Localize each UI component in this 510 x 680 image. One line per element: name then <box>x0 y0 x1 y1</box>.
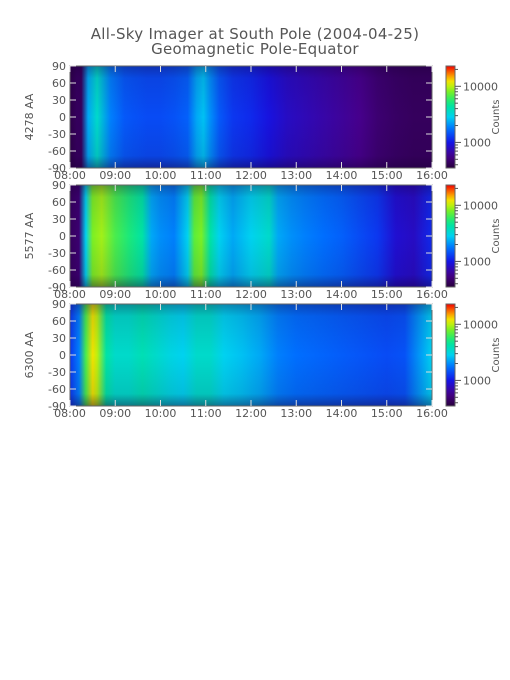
x-tick-label: 08:00 <box>54 288 86 301</box>
x-tick-label: 12:00 <box>235 407 267 420</box>
y-axis-label: 6300 AA <box>23 331 36 378</box>
x-tick-label: 14:00 <box>326 288 358 301</box>
y-tick-label: 0 <box>59 230 66 243</box>
y-tick-label: 0 <box>59 349 66 362</box>
y-tick-label: -30 <box>48 247 66 260</box>
x-tick-label: 12:00 <box>235 169 267 182</box>
x-tick-label: 10:00 <box>145 169 177 182</box>
colorbar-tick-label: 1000 <box>463 374 491 387</box>
x-tick-label: 11:00 <box>190 407 222 420</box>
y-tick-label: 60 <box>52 77 66 90</box>
heatmap-edge-shading <box>70 185 432 287</box>
x-tick-label: 09:00 <box>99 169 131 182</box>
y-tick-label: 90 <box>52 298 66 311</box>
colorbar <box>445 184 456 288</box>
x-tick-label: 11:00 <box>190 169 222 182</box>
x-tick-label: 15:00 <box>371 169 403 182</box>
colorbar <box>445 303 456 407</box>
heatmap-edge-shading <box>70 304 432 406</box>
y-axis-label: 5577 AA <box>23 212 36 259</box>
x-tick-label: 16:00 <box>416 169 448 182</box>
x-tick-label: 14:00 <box>326 169 358 182</box>
y-tick-label: -60 <box>48 145 66 158</box>
y-tick-label: -30 <box>48 128 66 141</box>
colorbar-tick-label: 10000 <box>463 199 498 212</box>
heatmap-edge-shading <box>70 66 432 168</box>
x-tick-label: 16:00 <box>416 288 448 301</box>
y-tick-label: 30 <box>52 94 66 107</box>
y-tick-label: 90 <box>52 60 66 73</box>
x-tick-label: 15:00 <box>371 407 403 420</box>
x-tick-label: 12:00 <box>235 288 267 301</box>
colorbar-label: Counts <box>491 219 502 254</box>
colorbar-tick-label: 10000 <box>463 318 498 331</box>
x-tick-label: 13:00 <box>280 407 312 420</box>
x-tick-label: 13:00 <box>280 169 312 182</box>
y-tick-label: 0 <box>59 111 66 124</box>
x-tick-label: 14:00 <box>326 407 358 420</box>
x-tick-label: 10:00 <box>145 407 177 420</box>
y-tick-label: -30 <box>48 366 66 379</box>
x-tick-label: 13:00 <box>280 288 312 301</box>
colorbar-tick-label: 1000 <box>463 255 491 268</box>
y-tick-label: 30 <box>52 332 66 345</box>
x-tick-label: 16:00 <box>416 407 448 420</box>
y-tick-label: -90 <box>48 281 66 294</box>
x-tick-label: 15:00 <box>371 288 403 301</box>
x-tick-label: 08:00 <box>54 407 86 420</box>
colorbar-label: Counts <box>491 100 502 135</box>
x-tick-label: 09:00 <box>99 288 131 301</box>
x-tick-label: 10:00 <box>145 288 177 301</box>
y-tick-label: 60 <box>52 315 66 328</box>
colorbar-label: Counts <box>491 338 502 373</box>
y-axis-label: 4278 AA <box>23 93 36 140</box>
colorbar <box>445 65 456 169</box>
y-tick-label: 30 <box>52 213 66 226</box>
x-tick-label: 09:00 <box>99 407 131 420</box>
y-tick-label: -60 <box>48 264 66 277</box>
x-tick-label: 11:00 <box>190 288 222 301</box>
y-tick-label: -90 <box>48 162 66 175</box>
colorbar-tick-label: 1000 <box>463 136 491 149</box>
chart-title: All-Sky Imager at South Pole (2004-04-25… <box>90 25 420 43</box>
y-tick-label: -60 <box>48 383 66 396</box>
y-tick-label: 60 <box>52 196 66 209</box>
y-tick-label: -90 <box>48 400 66 413</box>
x-tick-label: 08:00 <box>54 169 86 182</box>
y-tick-label: 90 <box>52 179 66 192</box>
colorbar-tick-label: 10000 <box>463 80 498 93</box>
chart-subtitle: Geomagnetic Pole-Equator <box>151 40 359 58</box>
